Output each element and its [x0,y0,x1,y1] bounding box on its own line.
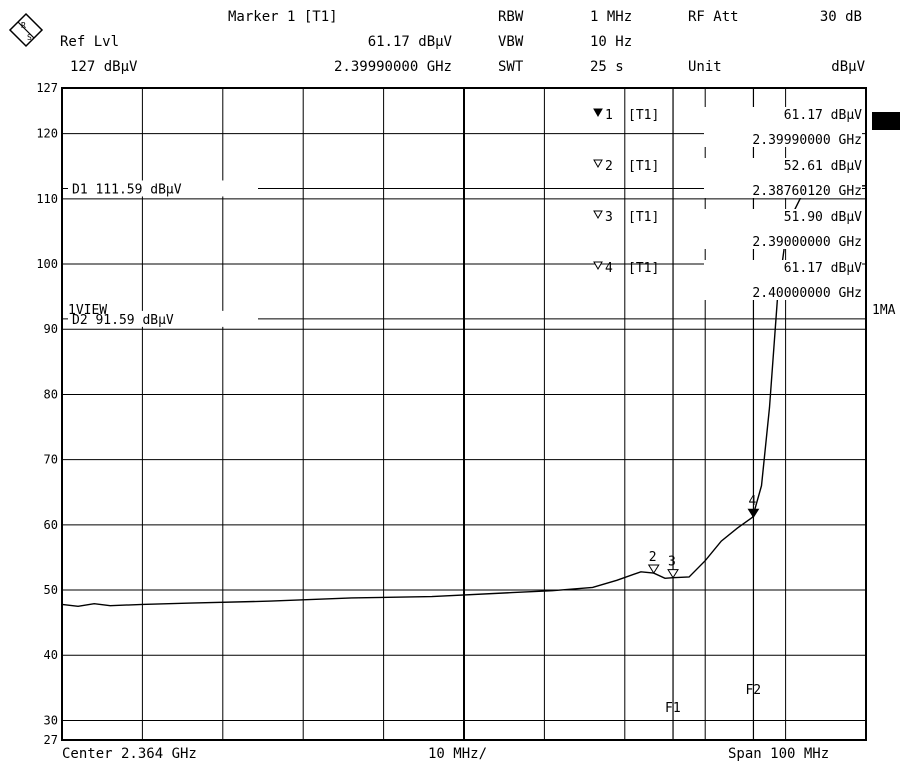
marker-type: [T1] [628,210,659,225]
marker-level: 61.17 dBµV [784,108,862,123]
display-line-label-bg [68,310,258,327]
display-line-label: D2 91.59 dBµV [72,313,174,328]
freq-line-label: F1 [665,701,681,716]
marker-entry-bg [704,209,862,249]
marker-freq: 2.39000000 GHz [752,235,862,250]
svg-text:S: S [27,33,32,42]
y-tick-label: 30 [44,713,58,727]
grid [61,87,867,741]
marker-entry-bg [704,260,862,300]
marker-number: 4 [605,261,613,276]
marker-symbol [593,159,603,169]
marker-entry-bg [704,107,862,147]
vbw-label: VBW [498,34,524,50]
rf-att-label: RF Att [688,9,739,25]
trace-marker-symbol [667,569,679,579]
center-freq: Center 2.364 GHz [62,746,197,762]
svg-text:R: R [21,21,26,30]
rbw-label: RBW [498,9,524,25]
y-tick-labels: 27 30 40 50 60 70 80 90 100 110 120 127 [36,81,58,747]
y-tick-label: 120 [36,127,58,141]
display-line-label-bg [68,180,258,197]
trace-marker-label: 4 [748,494,756,509]
y-tick-label: 60 [44,518,58,532]
marker-symbol [593,210,603,220]
y-tick-label: 90 [44,322,58,336]
marker-level: 61.17 dBµV [784,261,862,276]
marker-level: 51.90 dBµV [784,210,862,225]
trace-marker-symbol [647,564,660,574]
ref-lvl-value: 127 dBµV [70,59,138,75]
vbw-value: 10 Hz [590,34,633,50]
marker-type: [T1] [628,159,659,174]
marker-label: Marker 1 [T1] [228,9,338,25]
marker-entry-bg [704,158,862,198]
side-indicator [872,112,900,130]
trace-marker-label: 2 [649,550,657,565]
marker-level: 52.61 dBµV [784,159,862,174]
marker-table: 1 [T1] 61.17 dBµV 2.39990000 GHz 2 [T1] 52.61 … [593,107,862,301]
marker-symbol [593,261,603,271]
span: Span 100 MHz [728,746,830,762]
view-label: 1VIEW [68,303,107,318]
marker-freq: 2.40000000 GHz [752,286,862,301]
ma-label: 1MA [872,303,896,318]
freq-per-div: 10 MHz/ [428,746,488,762]
marker-freq: 2.39990000 GHz [333,59,452,75]
trace-marker-symbol [747,508,760,519]
unit-label: Unit [688,59,722,75]
rbw-value: 1 MHz [590,9,633,25]
marker-freq: 2.38760120 GHz [752,184,862,199]
marker-number: 3 [605,210,613,225]
y-tick-label: 80 [44,387,58,401]
y-tick-label: 40 [44,648,58,662]
marker-type: [T1] [628,108,659,123]
swt-label: SWT [498,59,524,75]
y-tick-label: 70 [44,453,58,467]
display-lines: D1 111.59 dBµV D2 91.59 dBµV [62,180,866,328]
y-tick-label: 110 [36,192,58,206]
swt-value: 25 s [590,59,624,75]
marker-number: 2 [605,159,613,174]
trace-markers: 2 3 4 [647,494,760,579]
y-tick-label: 127 [36,81,58,95]
unit-value: dBµV [831,59,865,75]
marker-number: 1 [605,108,613,123]
marker-type: [T1] [628,261,659,276]
y-tick-label: 27 [44,733,58,747]
ref-lvl-label: Ref Lvl [60,34,120,50]
marker-freq: 2.39990000 GHz [752,133,862,148]
freq-line-label: F2 [745,683,761,698]
y-tick-label: 100 [36,257,58,271]
rs-logo: R S [8,12,44,48]
marker-level: 61.17 dBµV [367,34,452,50]
rf-att-value: 30 dB [819,9,862,25]
display-line-label: D1 111.59 dBµV [72,182,182,197]
marker-symbol [593,108,603,118]
trace-marker-label: 3 [668,555,676,570]
y-tick-label: 50 [44,583,58,597]
